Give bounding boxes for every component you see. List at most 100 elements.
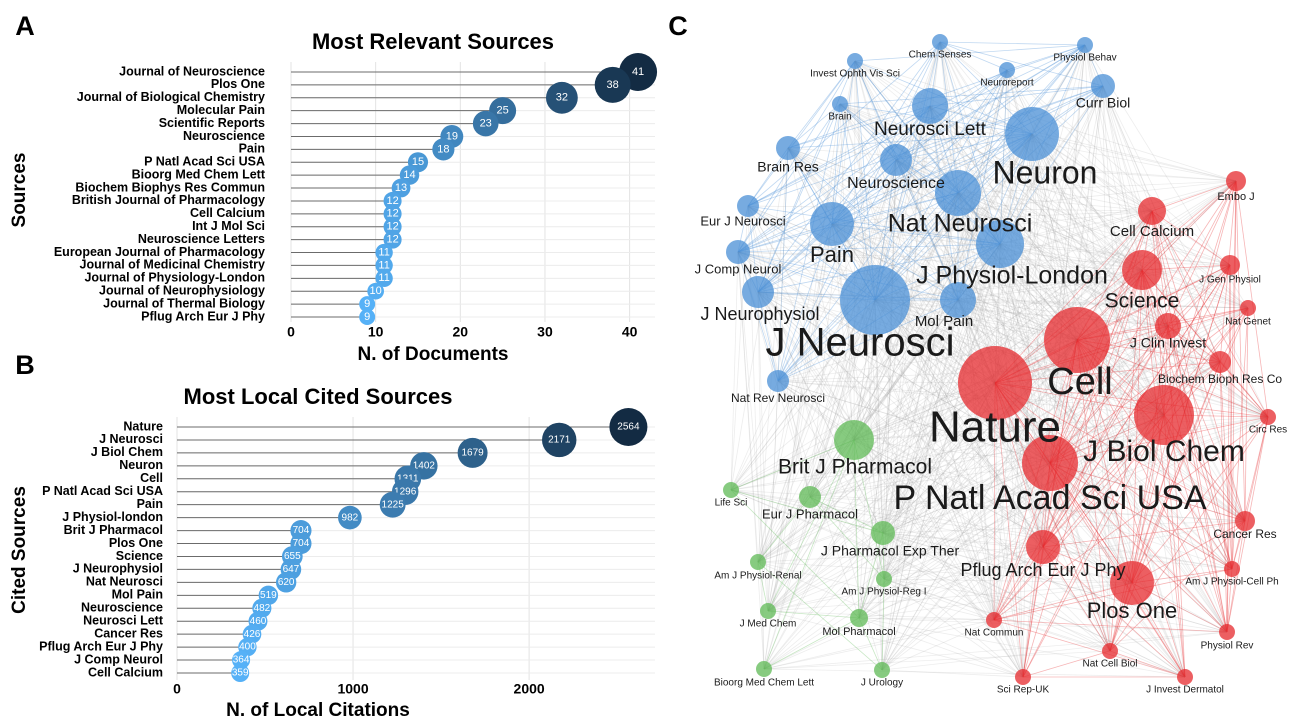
edge [874, 85, 1104, 301]
edge [1042, 325, 1169, 548]
edge [853, 85, 1104, 441]
node [932, 34, 948, 50]
edge [730, 147, 789, 491]
edge [881, 382, 996, 671]
edge [1031, 133, 1221, 363]
edge [994, 382, 1186, 678]
edge [737, 251, 1024, 678]
node [1177, 669, 1193, 685]
data-label: 12 [386, 208, 398, 220]
edge [883, 159, 897, 580]
edge [853, 133, 1033, 441]
node [1226, 171, 1246, 191]
edge [787, 147, 1165, 416]
edge [763, 439, 855, 670]
edge [737, 251, 1143, 271]
edge [883, 105, 931, 580]
y-tick-label: Journal of Medicinal Chemistry [80, 258, 266, 272]
edge [757, 291, 1111, 652]
edge [957, 69, 1008, 301]
edge [999, 243, 1269, 418]
edge [883, 578, 1133, 584]
edge [1076, 339, 1228, 633]
data-label: 460 [250, 616, 267, 627]
edge [777, 380, 1246, 522]
edge [831, 223, 1231, 266]
edge [858, 299, 876, 619]
edge [747, 69, 1008, 207]
edge [853, 69, 1008, 441]
edge [831, 223, 1051, 464]
node-label: Am J Physiol-Cell Ph [1185, 577, 1278, 588]
edge [787, 105, 931, 149]
edge [1031, 133, 1249, 309]
edge [1076, 339, 1111, 652]
y-tick-label: European Journal of Pharmacology [54, 245, 265, 259]
node-label: Physiol Behav [1053, 53, 1116, 64]
edge [730, 180, 1237, 491]
data-label: 400 [239, 642, 256, 653]
edge [737, 251, 779, 382]
dot [383, 204, 402, 223]
edge [809, 159, 897, 498]
edge [993, 243, 1001, 621]
edge [747, 205, 855, 441]
edge [757, 496, 811, 563]
edge [831, 85, 1104, 225]
edge [1049, 325, 1169, 464]
node [1077, 37, 1093, 53]
dot [609, 408, 648, 446]
edge [874, 299, 1111, 652]
y-tick-label: Plos One [211, 77, 265, 91]
edge [874, 133, 1033, 301]
dot [275, 572, 297, 593]
dot [359, 309, 376, 325]
dot [545, 81, 578, 114]
edge [858, 617, 883, 671]
edge [994, 307, 1249, 384]
edge [858, 105, 931, 619]
edge [882, 416, 1269, 534]
edge [994, 180, 1237, 384]
node [874, 662, 890, 678]
edge [1031, 133, 1111, 652]
edge [763, 414, 1165, 670]
edge [1151, 210, 1233, 570]
data-label: 1679 [461, 448, 484, 459]
edge [809, 361, 1221, 498]
edge [883, 299, 959, 580]
y-tick-label: J Neurosci [99, 432, 163, 446]
edge [747, 205, 995, 621]
edge [957, 180, 1237, 301]
edge [767, 610, 995, 621]
node-label: Cell Calcium [1110, 223, 1194, 240]
x-tick-label: 2000 [514, 681, 545, 697]
edge [1042, 520, 1246, 548]
data-label: 655 [284, 551, 301, 562]
edge [999, 210, 1153, 245]
edge [994, 85, 1104, 384]
edge [809, 496, 884, 534]
edge [767, 133, 1033, 612]
chart-title: Most Relevant Sources [312, 29, 554, 54]
edge [767, 210, 1153, 612]
edge [757, 291, 1186, 678]
data-label: 13 [395, 182, 407, 194]
node-label: Cell [1047, 361, 1112, 403]
edge [763, 210, 1153, 670]
edge [1031, 133, 1143, 271]
edge [1031, 133, 1237, 182]
edge [939, 41, 1165, 416]
edge [757, 105, 931, 563]
edge [1151, 210, 1231, 266]
node-label: Life Sci [715, 498, 748, 509]
edge [883, 243, 1001, 580]
edge [767, 546, 1044, 612]
edge [883, 382, 996, 580]
edge [853, 44, 1086, 441]
edge [853, 439, 1233, 570]
edge [757, 192, 959, 293]
edge [994, 361, 1221, 384]
edge [809, 496, 885, 580]
data-label: 19 [446, 130, 458, 142]
